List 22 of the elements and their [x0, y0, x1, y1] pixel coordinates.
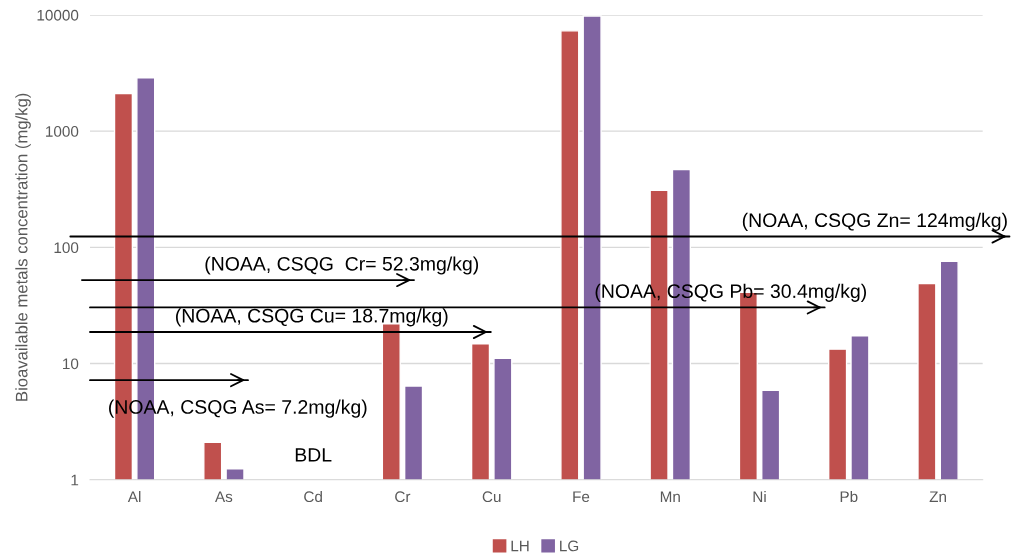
- annotation: BDL: [295, 448, 332, 462]
- x-tick-label: Pb: [840, 490, 858, 503]
- x-tick-label: Al: [127, 490, 141, 502]
- ref-line-label: (NOAA, CSQG Zn= 124mg/kg): [742, 212, 1007, 231]
- x-tick-label: Cd: [304, 490, 322, 503]
- x-tick-label: Zn: [929, 491, 946, 502]
- x-tick-label: Ni: [753, 490, 766, 502]
- x-tick-label: As: [215, 491, 233, 503]
- ref-line-label: (NOAA, CSQG Cu= 18.7mg/kg): [175, 308, 448, 327]
- y-tick-label: 1: [71, 474, 79, 486]
- legend-label: LG: [560, 540, 579, 552]
- y-tick-label: 1000: [46, 126, 79, 137]
- x-tick-label: Cu: [482, 491, 501, 503]
- y-tick-label: 10000: [37, 9, 79, 21]
- x-tick-label: Mn: [660, 491, 680, 502]
- legend-label: LH: [511, 540, 529, 552]
- ref-line-label: (NOAA, CSQG Cr= 52.3mg/kg): [205, 256, 479, 275]
- x-tick-label: Cr: [395, 491, 411, 503]
- y-axis-title: Bioavailable metals concentration (mg/kg): [15, 93, 31, 401]
- y-tick-label: 10: [63, 358, 79, 370]
- x-tick-label: Fe: [573, 491, 590, 503]
- y-tick-label: 100: [54, 242, 79, 254]
